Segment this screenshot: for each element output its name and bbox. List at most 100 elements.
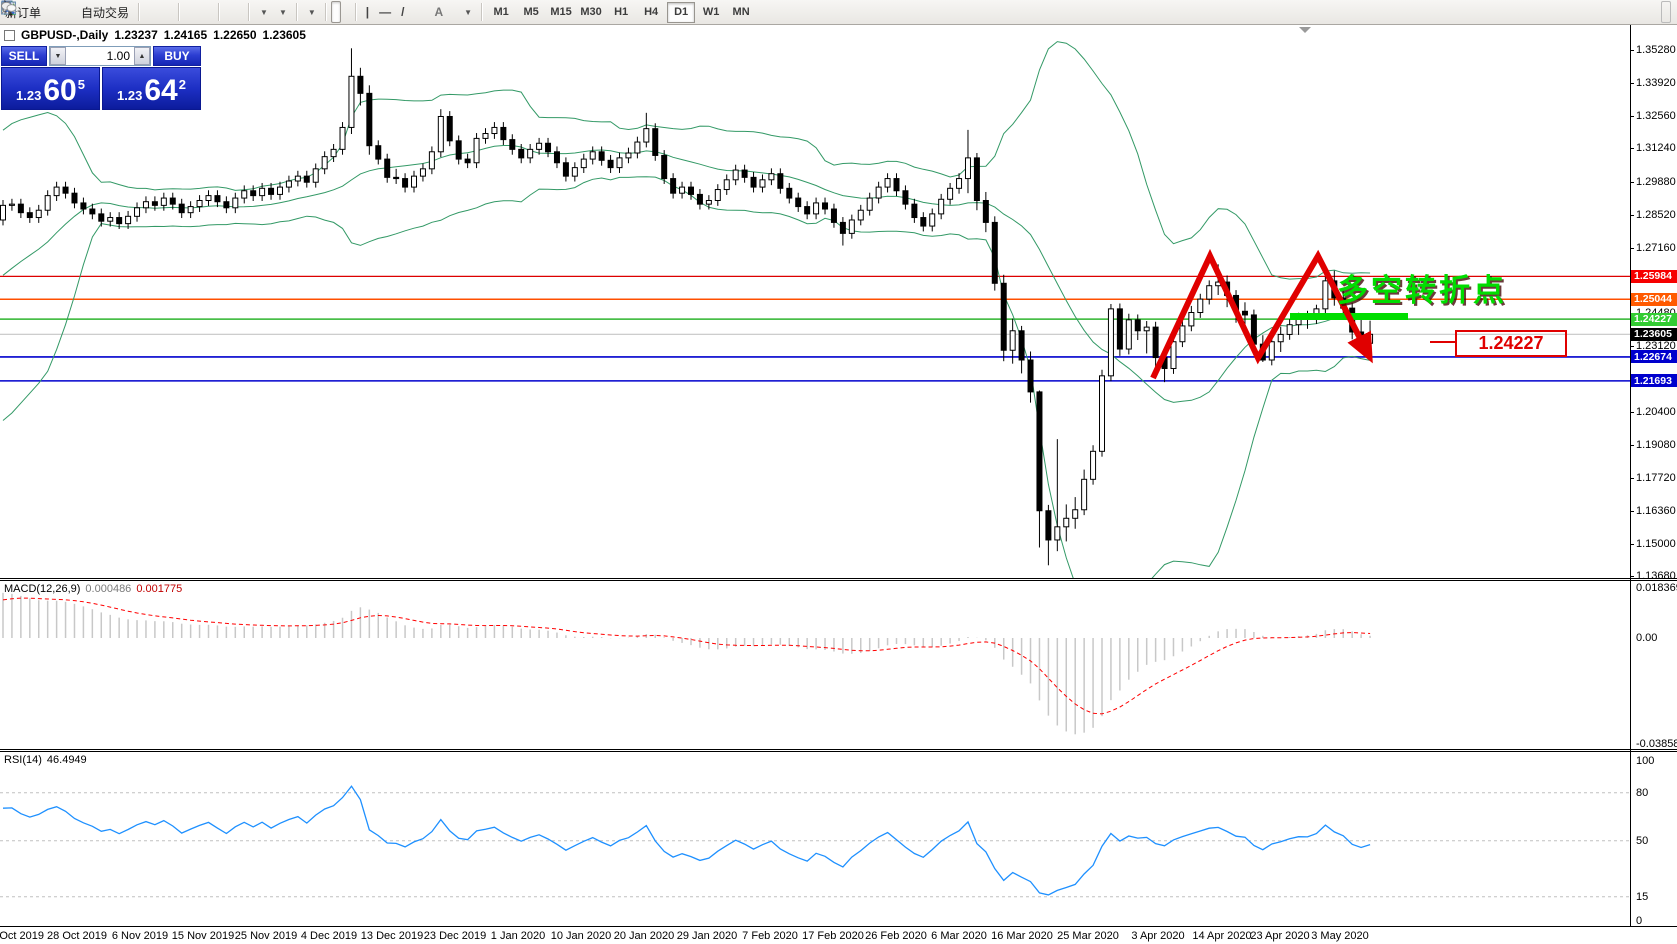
auto-trading-button[interactable]: 自动交易 — [2, 1, 134, 23]
date-axis-label: 3 May 2020 — [1311, 930, 1369, 942]
candle — [455, 135, 462, 165]
ohlc-close: 1.23605 — [262, 28, 306, 42]
macd-label: MACD(12,26,9) 0.000486 0.001775 — [4, 583, 183, 595]
price-callout-box[interactable]: 1.24227 — [1455, 330, 1567, 357]
price-tick-label: 1.19080 — [1636, 438, 1676, 451]
turning-point-annotation[interactable]: 多空转折点 — [1337, 273, 1507, 308]
chart-canvas[interactable] — [0, 25, 1677, 944]
candle — [1170, 336, 1177, 374]
one-click-trading-panel: SELL ▼ ▲ BUY 1.23 60 5 1.23 64 2 — [1, 46, 201, 110]
channel-button[interactable]: E — [1, 1, 420, 23]
chart-shift-marker-icon[interactable] — [1299, 27, 1311, 33]
candle — [1027, 351, 1034, 403]
search-button[interactable] — [1, 1, 1661, 23]
line-chart-button[interactable] — [1, 1, 174, 23]
red-zigzag-annotation[interactable] — [1150, 248, 1373, 380]
candle — [679, 181, 686, 199]
vline-button[interactable]: | — [361, 1, 374, 23]
chat-icon — [1, 1, 17, 14]
candle — [268, 182, 275, 200]
volume-input[interactable] — [66, 47, 134, 65]
candle — [768, 168, 775, 186]
candle — [509, 134, 516, 155]
volume-increase-button[interactable]: ▲ — [134, 47, 150, 65]
trendline-button[interactable]: / — [396, 1, 409, 23]
price-tick-label: 1.23120 — [1636, 340, 1676, 353]
timeframe-button-mn[interactable]: MN — [732, 6, 750, 18]
chat-button[interactable] — [1, 1, 1671, 23]
candle — [598, 146, 605, 166]
tile-windows-button[interactable] — [2, 1, 214, 23]
rsi-axis-label: 0 — [1636, 914, 1643, 927]
candle-chart-button[interactable] — [2, 1, 164, 23]
crosshair-button[interactable] — [2, 1, 351, 23]
timeframe-button-m15[interactable]: M15 — [550, 6, 572, 18]
timeframe-button-m1[interactable]: M1 — [493, 6, 509, 18]
price-label-1.25984: 1.25984 — [1631, 269, 1677, 283]
candle — [947, 182, 954, 205]
ohlc-open: 1.23237 — [114, 28, 158, 42]
text-label-button[interactable]: T — [1, 1, 458, 23]
text-icon: A — [434, 5, 444, 19]
candle — [419, 163, 426, 182]
candle — [741, 164, 748, 183]
date-axis-label: 16 Mar 2020 — [991, 930, 1053, 942]
auto-scroll-button[interactable] — [2, 1, 234, 23]
price-label-1.23605: 1.23605 — [1631, 327, 1677, 341]
candle — [786, 182, 793, 204]
cursor-button[interactable] — [4, 0, 341, 23]
candle — [26, 207, 33, 223]
toolbar-separator — [295, 3, 298, 21]
buy-price-button[interactable]: 1.23 64 2 — [102, 67, 201, 110]
candle — [0, 200, 6, 226]
candle — [616, 152, 623, 173]
timeframe-button-d1[interactable]: D1 — [667, 1, 696, 23]
timeframe-button-m30[interactable]: M30 — [580, 6, 602, 18]
sell-price-button[interactable]: 1.23 60 5 — [1, 67, 100, 110]
bollinger-upper — [2, 41, 1371, 280]
timeframe-button-m5[interactable]: M5 — [523, 6, 539, 18]
new-chart-button[interactable]: ▼ — [1, 1, 273, 23]
volume-decrease-button[interactable]: ▼ — [50, 47, 66, 65]
rsi-current-value: 46.4949 — [46, 754, 87, 766]
price-tick-mark — [1630, 543, 1634, 545]
macd-signal-value: 0.001775 — [136, 583, 183, 595]
hline-icon: — — [379, 5, 392, 19]
gold-button[interactable] — [1, 1, 56, 23]
macd-axis-label: 0.018369 — [1636, 581, 1677, 594]
price-label-1.24227: 1.24227 — [1631, 312, 1677, 326]
text-button[interactable]: A — [430, 1, 449, 23]
chart-shift-button[interactable] — [2, 1, 244, 23]
periods-menu-button[interactable]: ▼ — [1, 1, 292, 23]
fibonacci-button[interactable]: F — [2, 1, 430, 23]
candle — [437, 109, 444, 158]
community-button[interactable] — [2, 1, 66, 23]
signals-button[interactable] — [2, 1, 76, 23]
timeframe-button-h4[interactable]: H4 — [644, 6, 659, 18]
timeframe-button-h1[interactable]: H1 — [614, 6, 629, 18]
candle — [1179, 319, 1186, 348]
price-tick-label: 1.28520 — [1636, 208, 1676, 221]
arrows-menu-button[interactable]: ▼ — [3, 1, 477, 23]
price-tick-label: 1.35280 — [1636, 44, 1676, 56]
candle — [134, 202, 141, 222]
buy-button[interactable]: BUY — [153, 46, 201, 66]
sell-button[interactable]: SELL — [1, 46, 47, 66]
candle — [607, 154, 614, 173]
date-axis-label: 23 Apr 2020 — [1250, 930, 1310, 942]
price-tick-mark — [1630, 510, 1634, 512]
candle — [1081, 469, 1088, 516]
zoom-out-button[interactable] — [2, 1, 204, 23]
candle — [294, 170, 301, 187]
zoom-in-button[interactable] — [2, 1, 194, 23]
candle — [670, 173, 677, 199]
hline-button[interactable]: — — [374, 1, 396, 23]
candle — [482, 128, 489, 144]
candle — [750, 172, 757, 193]
indicators-menu-button[interactable]: ▼ — [1, 1, 321, 23]
timeframe-button-w1[interactable]: W1 — [702, 6, 720, 18]
chart-region: GBPUSD-,Daily 1.23237 1.24165 1.22650 1.… — [0, 25, 1677, 944]
toolbar-separator — [481, 3, 484, 21]
bar-chart-button[interactable] — [2, 1, 154, 23]
